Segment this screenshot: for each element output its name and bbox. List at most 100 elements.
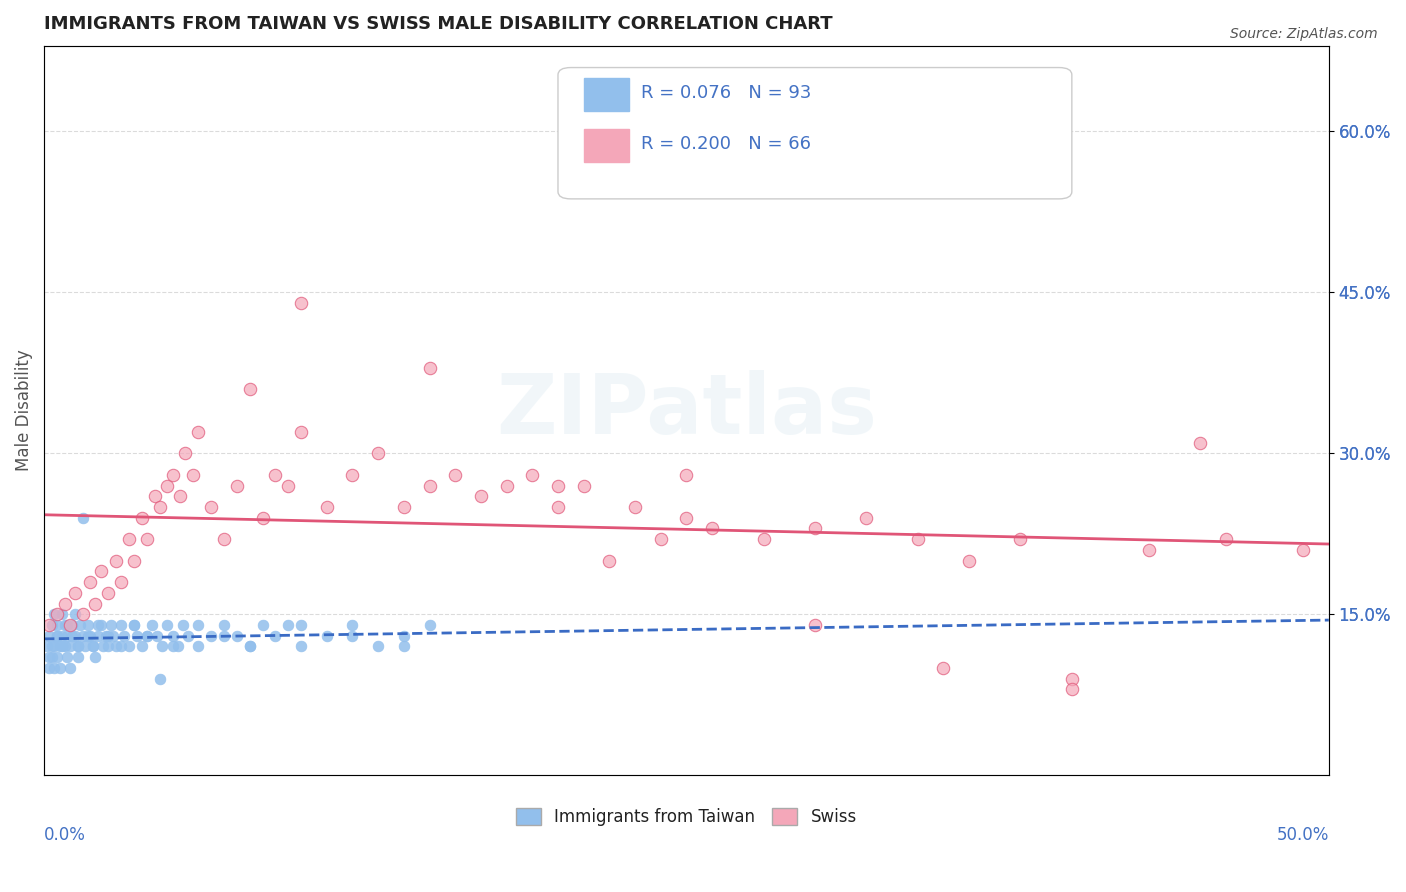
Point bbox=[252, 510, 274, 524]
FancyBboxPatch shape bbox=[558, 68, 1071, 199]
Point bbox=[82, 640, 104, 654]
Point bbox=[522, 467, 544, 482]
Point bbox=[392, 640, 415, 654]
Point bbox=[1060, 672, 1083, 686]
Point bbox=[38, 629, 60, 643]
Point bbox=[48, 661, 70, 675]
Point bbox=[135, 532, 157, 546]
Point bbox=[495, 478, 517, 492]
Point bbox=[200, 629, 222, 643]
Point bbox=[181, 467, 204, 482]
Point bbox=[392, 500, 415, 514]
Point bbox=[1010, 532, 1032, 546]
Point bbox=[84, 597, 107, 611]
Point bbox=[79, 629, 101, 643]
Point bbox=[135, 629, 157, 643]
Point bbox=[650, 532, 672, 546]
Point bbox=[131, 640, 153, 654]
Point bbox=[97, 640, 120, 654]
Point bbox=[46, 607, 69, 622]
Point bbox=[122, 618, 145, 632]
Point bbox=[90, 565, 112, 579]
Point bbox=[149, 500, 172, 514]
Point bbox=[470, 489, 492, 503]
Point bbox=[239, 640, 262, 654]
Point bbox=[53, 597, 76, 611]
Point bbox=[187, 425, 209, 439]
Point bbox=[53, 618, 76, 632]
Point bbox=[367, 446, 389, 460]
Point bbox=[1060, 682, 1083, 697]
Point bbox=[125, 629, 148, 643]
Point bbox=[53, 640, 76, 654]
Point bbox=[572, 478, 595, 492]
Point bbox=[51, 640, 73, 654]
Point bbox=[418, 618, 440, 632]
Point bbox=[112, 629, 135, 643]
Point bbox=[290, 296, 312, 310]
Point bbox=[105, 640, 128, 654]
Point bbox=[146, 629, 169, 643]
Point bbox=[76, 618, 98, 632]
Point bbox=[44, 607, 66, 622]
Point bbox=[44, 640, 66, 654]
Point bbox=[75, 640, 97, 654]
Point bbox=[56, 650, 79, 665]
Point bbox=[187, 640, 209, 654]
Point bbox=[315, 629, 337, 643]
Point bbox=[41, 618, 63, 632]
Point bbox=[97, 629, 120, 643]
Point bbox=[1189, 435, 1212, 450]
Point bbox=[162, 629, 184, 643]
Point bbox=[59, 661, 82, 675]
Point bbox=[118, 532, 141, 546]
Point bbox=[141, 618, 163, 632]
Point bbox=[177, 629, 200, 643]
Point bbox=[38, 650, 60, 665]
Point bbox=[79, 575, 101, 590]
Point bbox=[72, 607, 94, 622]
Point bbox=[156, 478, 179, 492]
Text: 0.0%: 0.0% bbox=[44, 826, 86, 845]
Point bbox=[87, 618, 110, 632]
Point bbox=[264, 467, 287, 482]
Point bbox=[700, 521, 723, 535]
Point bbox=[342, 467, 364, 482]
Point bbox=[103, 629, 125, 643]
Point bbox=[46, 618, 69, 632]
Point bbox=[149, 672, 172, 686]
Point bbox=[290, 640, 312, 654]
Point bbox=[342, 629, 364, 643]
Point bbox=[598, 554, 620, 568]
Y-axis label: Male Disability: Male Disability bbox=[15, 350, 32, 471]
Point bbox=[277, 618, 299, 632]
Point bbox=[51, 629, 73, 643]
Legend: Immigrants from Taiwan, Swiss: Immigrants from Taiwan, Swiss bbox=[509, 801, 863, 832]
Point bbox=[1137, 543, 1160, 558]
Point bbox=[94, 629, 117, 643]
Point bbox=[48, 640, 70, 654]
Point bbox=[100, 618, 122, 632]
Point bbox=[675, 510, 697, 524]
Point bbox=[547, 500, 569, 514]
Point bbox=[56, 629, 79, 643]
Text: 50.0%: 50.0% bbox=[1277, 826, 1329, 845]
Point bbox=[90, 618, 112, 632]
Point bbox=[290, 618, 312, 632]
Point bbox=[69, 618, 91, 632]
Point bbox=[66, 640, 89, 654]
Point bbox=[675, 467, 697, 482]
Point bbox=[110, 575, 132, 590]
Point bbox=[169, 489, 191, 503]
Text: R = 0.200   N = 66: R = 0.200 N = 66 bbox=[641, 136, 811, 153]
Point bbox=[105, 554, 128, 568]
Point bbox=[59, 618, 82, 632]
Point bbox=[122, 554, 145, 568]
Point bbox=[225, 629, 247, 643]
FancyBboxPatch shape bbox=[583, 129, 628, 162]
Point bbox=[1292, 543, 1315, 558]
Point bbox=[225, 478, 247, 492]
FancyBboxPatch shape bbox=[583, 78, 628, 112]
Point bbox=[239, 382, 262, 396]
Point bbox=[41, 640, 63, 654]
